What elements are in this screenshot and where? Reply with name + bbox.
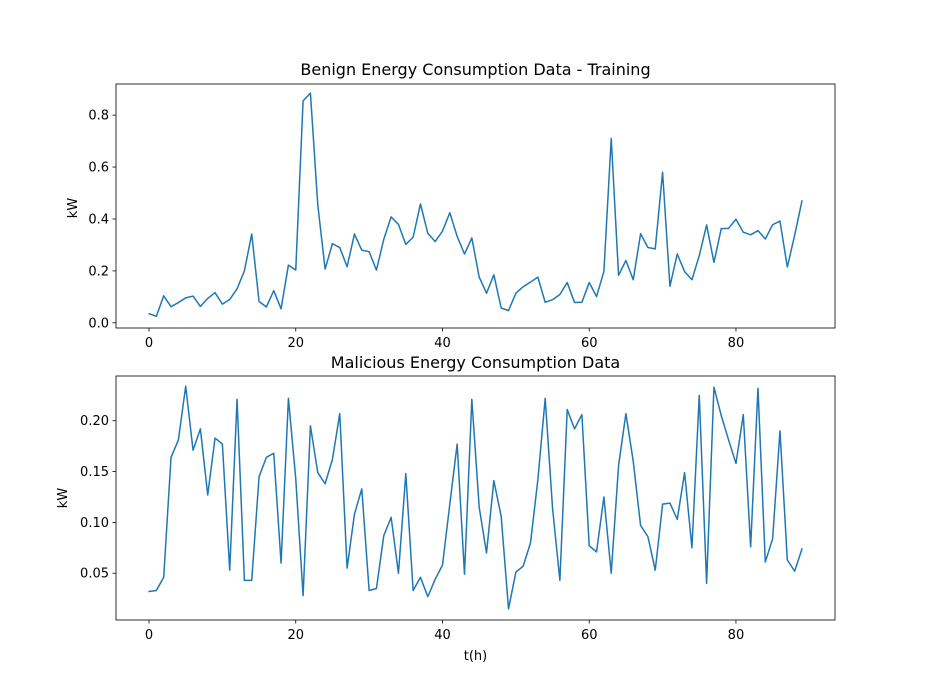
malicious-y-tick-label: 0.10	[80, 516, 109, 531]
benign-x-tick-label: 80	[728, 336, 745, 351]
malicious-chart-title: Malicious Energy Consumption Data	[331, 353, 620, 372]
malicious-y-tick-label: 0.15	[80, 465, 109, 480]
malicious-y-tick-label: 0.05	[80, 567, 109, 582]
benign-series-line	[148, 92, 803, 318]
malicious-y-tick-label: 0.20	[80, 414, 109, 429]
malicious-x-tick-label: 60	[581, 628, 598, 643]
benign-y-tick-label: 0.0	[88, 316, 109, 331]
malicious-x-tick-label: 80	[728, 628, 745, 643]
benign-x-tick-label: 60	[581, 336, 598, 351]
malicious-x-tick-label: 0	[145, 628, 153, 643]
malicious-y-axis-label: kW	[56, 488, 71, 509]
malicious-x-axis-label: t(h)	[464, 649, 487, 664]
benign-x-tick-label: 0	[145, 336, 153, 351]
benign-y-tick-label: 0.4	[88, 212, 109, 227]
benign-chart-title: Benign Energy Consumption Data - Trainin…	[300, 60, 650, 79]
benign-x-tick-label: 20	[287, 336, 304, 351]
benign-y-tick-label: 0.2	[88, 264, 109, 279]
malicious-x-tick-label: 40	[434, 628, 451, 643]
malicious-chart-panel: Malicious Energy Consumption Data kW t(h…	[56, 353, 836, 664]
benign-axes-frame	[115, 83, 836, 329]
benign-x-tick-label: 40	[434, 336, 451, 351]
benign-y-tick-label: 0.6	[88, 161, 109, 176]
benign-y-axis-label: kW	[66, 198, 81, 219]
malicious-x-tick-label: 20	[287, 628, 304, 643]
benign-chart-panel: Benign Energy Consumption Data - Trainin…	[66, 60, 836, 351]
malicious-series-line	[148, 385, 803, 610]
malicious-axes-frame	[115, 375, 836, 621]
benign-y-tick-label: 0.8	[88, 109, 109, 124]
